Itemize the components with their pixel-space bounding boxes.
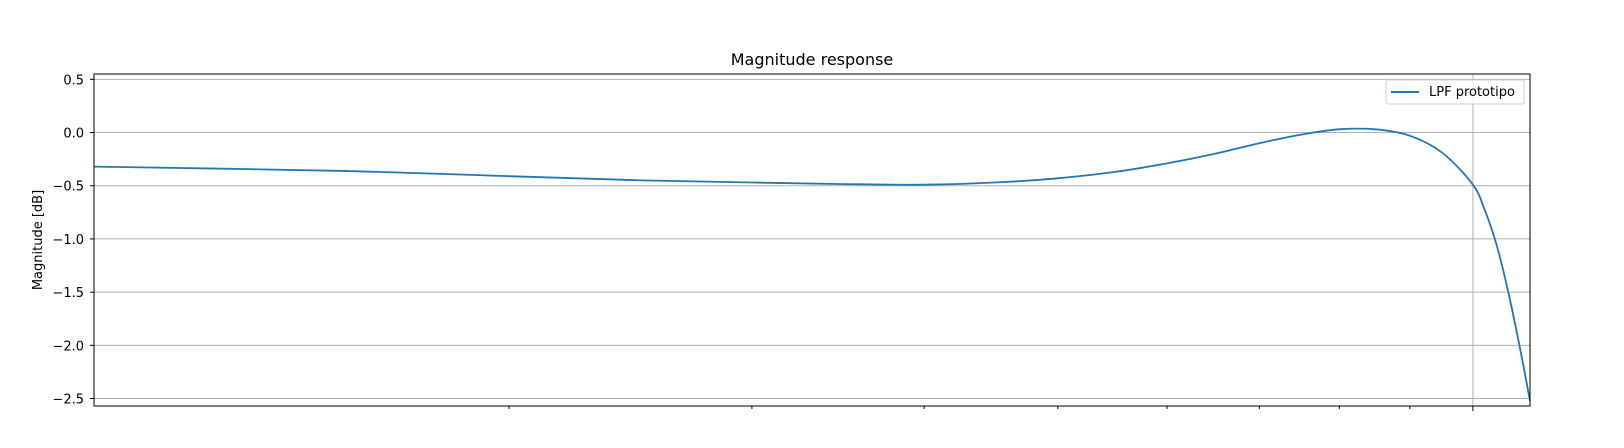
x-ticks [508, 406, 1474, 411]
series-layer [93, 127, 1531, 401]
y-tick-label: 0.0 [63, 127, 84, 142]
chart-title: Magnitude response [731, 50, 894, 69]
y-tick-label: −2.0 [52, 339, 84, 354]
legend-box [1385, 79, 1525, 105]
legend: LPF prototipo [1385, 79, 1525, 105]
y-tick-label: −2.5 [52, 393, 84, 408]
series-line-lpf-prototipo [93, 127, 1531, 401]
y-tick-label: −0.5 [52, 180, 84, 195]
y-tick-label: 0.5 [63, 73, 84, 88]
y-axis-label: Magnitude [dB] [31, 190, 46, 290]
y-ticks: 0.5 0.0 −0.5 −1.0 −1.5 −2.0 −2.5 [52, 73, 94, 408]
y-tick-label: −1.5 [52, 286, 84, 301]
grid-lines [94, 74, 1530, 406]
legend-label: LPF prototipo [1429, 85, 1515, 100]
y-tick-label: −1.0 [52, 233, 84, 248]
plot-frame [93, 73, 1531, 407]
